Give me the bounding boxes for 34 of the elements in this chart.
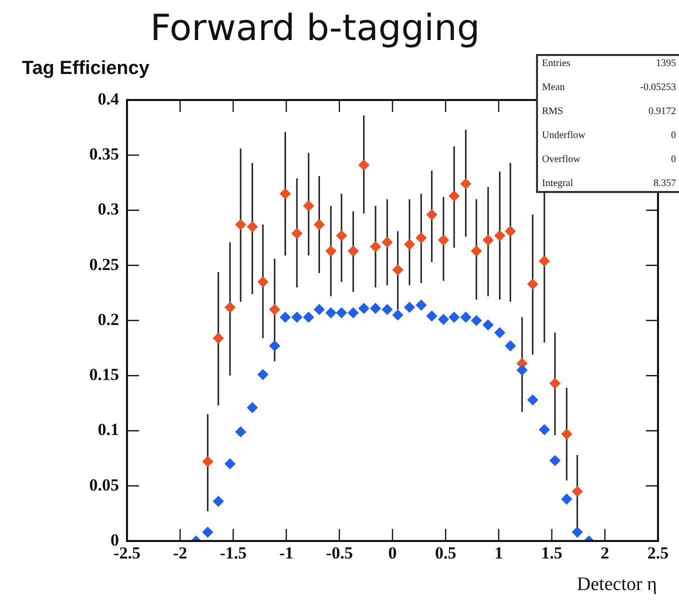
annotation: Overflow [542,154,582,165]
text: -0.05253 [640,82,676,93]
x-tick-label: 2.5 [647,544,669,563]
text: Mean [542,82,566,93]
x-tick-label: 1 [494,544,503,563]
x-tick-label: 1.5 [541,544,562,563]
x-tick-label: 0.5 [434,544,456,563]
annotation: RMS [542,106,564,117]
annotation: Integral [542,178,574,189]
y-axis-title: Tag Efficiency [22,58,150,80]
x-tick-label: -1 [279,544,294,563]
x-tick-label: -1.5 [220,544,247,563]
y-tick-label: 0 [110,530,119,550]
annotation: 8.357 [652,178,676,189]
y-tick-label: 0.4 [98,89,120,108]
annotation: 0.9172 [648,106,676,117]
y-tick-label: 0.05 [89,475,119,494]
text: Entries [542,58,572,69]
annotation: Underflow [542,130,586,141]
y-tick-label: 0.2 [98,310,119,329]
x-tick-label: -0.5 [326,544,353,563]
chart-title: Forward b-tagging [149,8,481,49]
text: 0 [670,130,676,141]
y-tick-label: 0.1 [98,420,119,440]
y-tick-label: 0.35 [89,144,119,164]
text: 1395 [655,58,676,69]
x-axis-title: Detector η [576,574,657,596]
text: 0 [670,154,676,165]
y-tick-label: 0.3 [98,200,119,219]
x-tick-label: 2 [600,544,610,563]
x-tick-label: 0 [388,544,397,563]
y-tick-label: 0.15 [89,365,119,384]
y-tick-label: 0.25 [89,254,119,274]
x-tick-label: -2 [173,544,188,563]
